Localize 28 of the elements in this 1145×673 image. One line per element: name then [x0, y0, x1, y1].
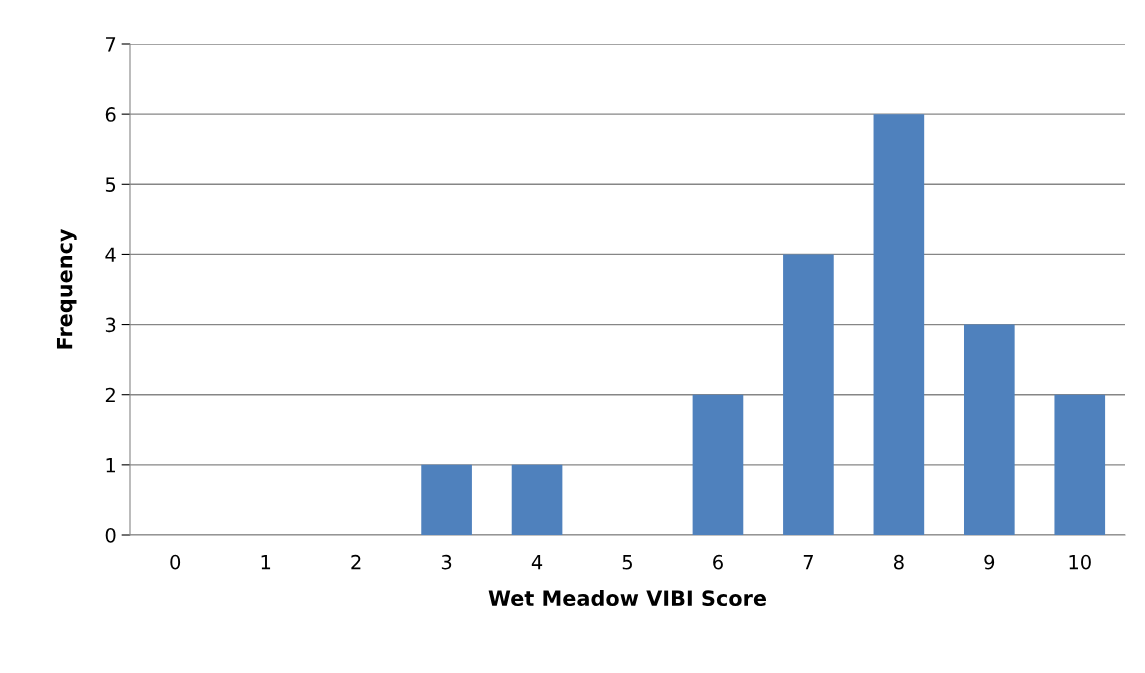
y-tick-label: 2 [105, 387, 115, 403]
x-tick-label: 6 [713, 554, 723, 570]
y-tick-label: 5 [105, 177, 116, 192]
y-axis-title: Frequency [56, 228, 77, 349]
x-axis-title: Wet Meadow VIBI Score [488, 589, 767, 607]
y-tick-label: 3 [105, 317, 116, 333]
y-tick-label: 4 [105, 247, 116, 262]
x-tick-label: 10 [1069, 554, 1091, 570]
y-tick-label: 0 [105, 527, 116, 543]
x-tick-label: 1 [261, 555, 271, 570]
x-tick-label: 8 [894, 554, 904, 570]
x-tick-label: 4 [531, 555, 543, 570]
x-tick-label: 9 [984, 554, 995, 570]
x-tick-label: 0 [170, 554, 181, 570]
bar [783, 254, 834, 535]
x-tick-label: 5 [622, 555, 632, 570]
x-tick-label: 2 [351, 554, 361, 570]
x-tick-label: 3 [441, 554, 452, 570]
bar [963, 324, 1015, 535]
bar [421, 464, 472, 535]
bar [1054, 394, 1106, 535]
bar [511, 464, 563, 535]
y-tick-label: 7 [106, 37, 116, 52]
bar [873, 114, 925, 535]
x-tick-label: 7 [803, 555, 813, 570]
y-tick-label: 1 [106, 458, 116, 473]
y-tick-label: 6 [105, 107, 116, 122]
bar [692, 394, 744, 535]
